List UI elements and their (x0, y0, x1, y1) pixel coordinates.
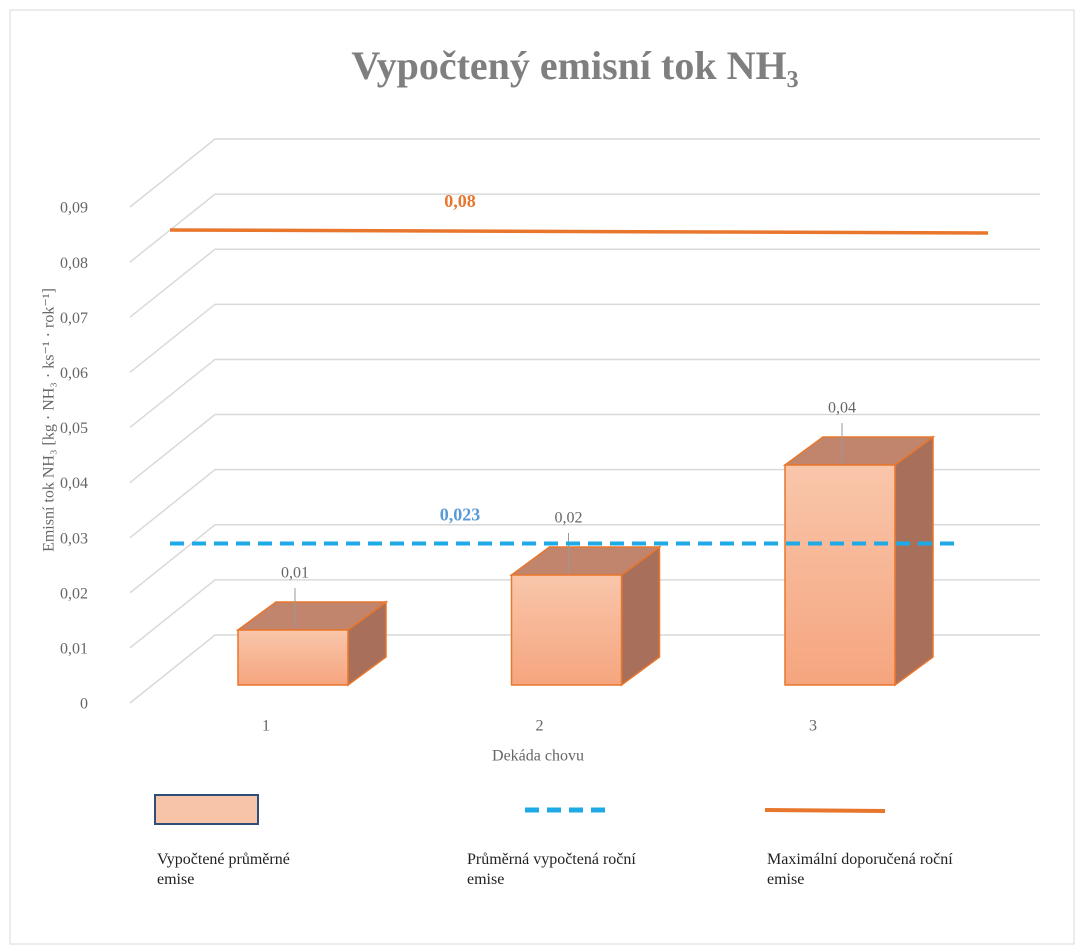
grid-line (129, 303, 1040, 373)
grid-line (129, 138, 1040, 208)
reference-label: 0,023 (440, 505, 481, 525)
grid-line (129, 634, 1040, 704)
y-axis-label: Emisní tok NH₃ [kg · NH₃ · ks⁻¹ · rok⁻¹] (41, 288, 58, 552)
grid-line (129, 248, 1040, 318)
bar (782, 435, 936, 687)
bar (509, 545, 662, 687)
y-tick-label: 0,08 (60, 255, 88, 272)
y-tick-label: 0,03 (60, 530, 88, 547)
grid-line (129, 468, 1040, 539)
y-tick-label: 0 (80, 696, 88, 713)
y-tick-label: 0,04 (60, 475, 88, 492)
data-label: 0,01 (281, 565, 309, 582)
x-tick-label: 1 (262, 718, 270, 735)
legend-swatch (154, 794, 259, 825)
y-tick-label: 0,01 (60, 641, 88, 658)
bar (235, 600, 389, 687)
y-tick-label: 0,02 (60, 585, 88, 602)
legend-label: Průměrná vypočtená roční emise (467, 851, 636, 888)
bar-side (894, 435, 934, 687)
bar-front (237, 629, 349, 686)
grid-line (129, 524, 1040, 594)
y-tick-label: 0,09 (60, 200, 88, 217)
data-label: 0,04 (828, 400, 856, 417)
reference-line (169, 228, 989, 235)
grid-line (129, 193, 1040, 263)
grid-line (129, 358, 1040, 429)
chart-title: Vypočtený emisní tok NH₃ (351, 43, 798, 88)
data-label: 0,02 (555, 510, 583, 527)
x-tick-label: 3 (809, 718, 817, 735)
y-tick-label: 0,07 (60, 310, 88, 327)
y-tick-label: 0,05 (60, 420, 88, 437)
bar-front (510, 574, 623, 686)
bar-front (784, 464, 896, 686)
reference-label: 0,08 (444, 191, 476, 211)
legend-label: Maximální doporučená roční emise (767, 851, 953, 888)
grid-line (129, 579, 1040, 649)
grid-line (129, 413, 1040, 484)
x-axis-label: Dekáda chovu (492, 748, 584, 765)
legend-swatch (764, 808, 886, 813)
legend-label: Vypočtené průměrné emise (157, 851, 290, 888)
y-tick-label: 0,06 (60, 365, 88, 382)
x-tick-label: 2 (536, 718, 544, 735)
